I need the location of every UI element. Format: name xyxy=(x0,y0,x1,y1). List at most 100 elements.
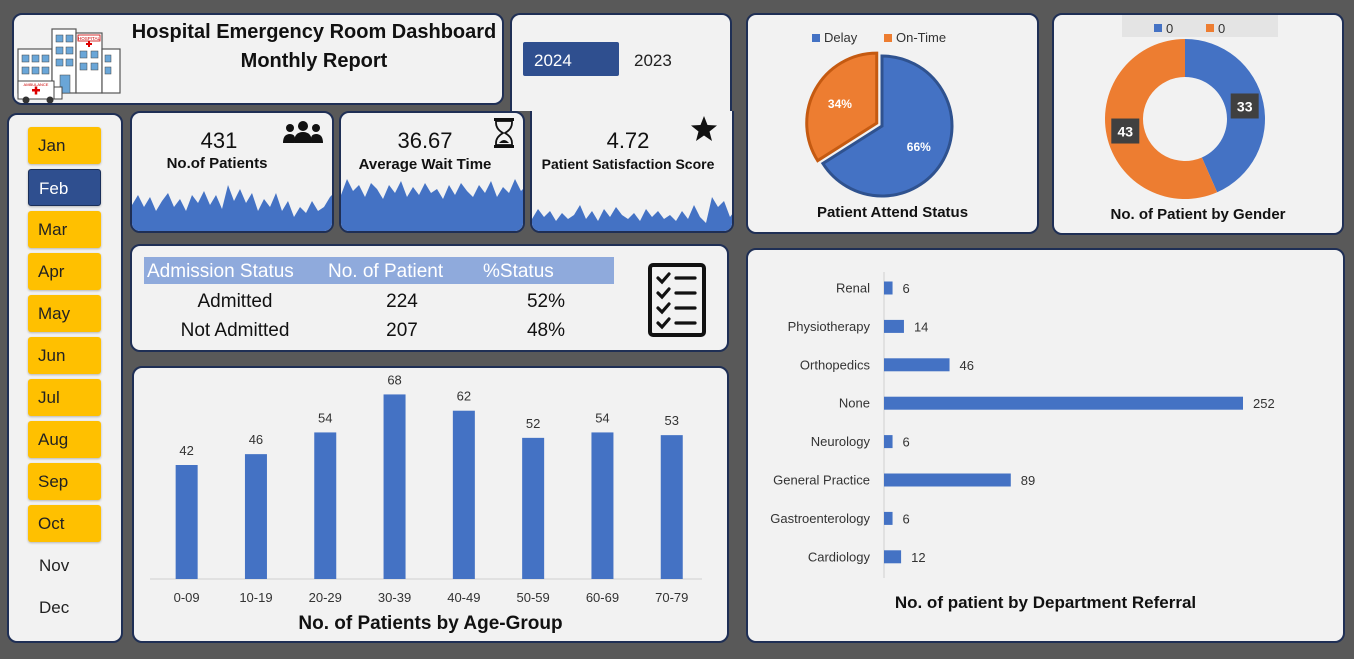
gender-chart: 0 0 33 43 xyxy=(1105,21,1265,199)
month-button-jun[interactable]: Jun xyxy=(28,337,101,374)
dept-bar-label: 6 xyxy=(903,435,910,450)
hourglass-icon xyxy=(494,118,514,148)
donut-data-label: 33 xyxy=(1237,98,1253,114)
month-button-feb[interactable]: Feb xyxy=(28,169,101,206)
kpi-value: 36.67 xyxy=(397,128,453,153)
month-button-nov[interactable]: Nov xyxy=(39,556,70,575)
age-bar-label: 53 xyxy=(665,413,679,428)
dashboard-title: Hospital Emergency Room Dashboard xyxy=(131,21,497,43)
legend-swatch xyxy=(1154,24,1162,32)
pie-slice xyxy=(820,54,954,198)
pie-data-label: 34% xyxy=(828,97,852,111)
month-button-mar[interactable]: Mar xyxy=(28,211,101,248)
age-bar xyxy=(244,454,267,579)
month-button-oct[interactable]: Oct xyxy=(28,505,101,542)
table-cell: 207 xyxy=(386,320,418,341)
donut-slice xyxy=(1185,39,1265,193)
dept-bar xyxy=(884,511,893,525)
hospital-icon: HOSPITAL AMBULANCE xyxy=(17,28,121,103)
dept-bar xyxy=(884,473,1011,487)
admission-table-header xyxy=(144,257,614,284)
age-bar xyxy=(452,410,475,579)
age-bar xyxy=(175,465,198,579)
dept-bar xyxy=(884,358,950,372)
people-icon xyxy=(283,121,323,143)
legend-swatch xyxy=(884,34,892,42)
department-chart-panel: Renal 6 Physiotherapy 14 Orthopedics 46 None 25… xyxy=(746,248,1345,643)
age-bar xyxy=(314,432,337,579)
dept-bar xyxy=(884,396,1243,410)
month-button-jul[interactable]: Jul xyxy=(28,379,101,416)
age-bar-label: 42 xyxy=(179,443,193,458)
gender-chart-title: No. of Patient by Gender xyxy=(1110,206,1286,223)
kpi-card-patients: 431 No.of Patients xyxy=(130,111,334,233)
age-bar xyxy=(383,394,406,579)
kpi-card-satisfaction: 4.72 Patient Satisfaction Score xyxy=(530,111,734,233)
month-button-sep[interactable]: Sep xyxy=(28,463,101,500)
legend-label: 0 xyxy=(1218,21,1225,36)
month-button-dec[interactable]: Dec xyxy=(39,598,70,617)
age-group-chart: 42 0-09 46 10-19 54 20-29 68 30-39 62 40-49 52 50-5… xyxy=(150,372,702,605)
gender-panel: 0 0 33 43 No. of Patient by Gender xyxy=(1052,13,1344,235)
dept-bar-label: 89 xyxy=(1021,473,1035,488)
dashboard-subtitle: Monthly Report xyxy=(240,50,388,72)
dept-bar-label: 6 xyxy=(903,511,910,526)
age-tick-label: 30-39 xyxy=(378,590,411,605)
age-bar-label: 52 xyxy=(526,416,540,431)
wait-time-trend-area xyxy=(341,179,523,231)
kpi-label: No.of Patients xyxy=(166,155,268,172)
dept-bar-label: 6 xyxy=(903,281,910,296)
age-bar-label: 46 xyxy=(249,432,263,447)
month-button-apr[interactable]: Apr xyxy=(28,253,101,290)
legend-swatch xyxy=(812,34,820,42)
age-tick-label: 10-19 xyxy=(239,590,272,605)
admission-table-panel: Admission Status No. of Patient %Status … xyxy=(130,244,729,352)
age-tick-label: 0-09 xyxy=(174,590,200,605)
dept-tick-label: Physiotherapy xyxy=(788,319,871,334)
dept-tick-label: Gastroenterology xyxy=(770,511,870,526)
dept-tick-label: Orthopedics xyxy=(800,357,871,372)
month-button-jan[interactable]: Jan xyxy=(28,127,101,164)
attend-status-chart: Delay On-Time 66% 34% xyxy=(805,30,954,198)
ambulance-sign: AMBULANCE xyxy=(24,82,49,87)
year-2024-button[interactable]: 2024 xyxy=(523,42,619,76)
dept-tick-label: Renal xyxy=(836,281,870,296)
kpi-label: Average Wait Time xyxy=(358,156,492,173)
donut-slice xyxy=(1105,39,1218,199)
table-cell: 224 xyxy=(386,291,418,312)
table-cell: Not Admitted xyxy=(180,320,290,341)
dept-tick-label: Cardiology xyxy=(808,549,871,564)
dept-tick-label: General Practice xyxy=(773,473,870,488)
table-cell: Admitted xyxy=(197,291,273,312)
age-bar xyxy=(591,432,614,579)
year-2023-button[interactable]: 2023 xyxy=(634,51,672,70)
month-button-aug[interactable]: Aug xyxy=(28,421,101,458)
age-tick-label: 70-79 xyxy=(655,590,688,605)
attend-status-panel: Delay On-Time 66% 34% Patient Attend Status xyxy=(746,13,1039,234)
kpi-card-wait-time: 36.67 Average Wait Time xyxy=(339,111,525,233)
donut-data-label: 43 xyxy=(1118,124,1134,140)
pie-slice xyxy=(805,51,879,163)
kpi-value: 4.72 xyxy=(606,128,650,153)
kpi-value: 431 xyxy=(200,128,238,153)
legend-swatch xyxy=(1206,24,1214,32)
dept-chart-title: No. of patient by Department Referral xyxy=(894,593,1197,612)
dept-tick-label: None xyxy=(839,396,870,411)
kpi-label: Patient Satisfaction Score xyxy=(541,156,715,172)
age-bar-label: 68 xyxy=(387,372,401,387)
age-bar xyxy=(660,435,683,579)
age-chart-title: No. of Patients by Age-Group xyxy=(298,613,563,634)
year-slicer: 2024 2023 xyxy=(510,13,732,111)
dept-bar xyxy=(884,435,893,449)
age-bar-label: 54 xyxy=(318,410,332,425)
table-header-count: No. of Patient xyxy=(328,261,444,282)
donut-label-box xyxy=(1230,93,1259,119)
age-bar xyxy=(522,437,545,579)
pie-data-label: 66% xyxy=(907,140,931,154)
age-tick-label: 60-69 xyxy=(586,590,619,605)
star-icon xyxy=(691,116,717,141)
month-button-may[interactable]: May xyxy=(28,295,101,332)
age-tick-label: 20-29 xyxy=(309,590,342,605)
donut-label-box xyxy=(1111,118,1140,144)
attend-chart-title: Patient Attend Status xyxy=(816,204,969,221)
